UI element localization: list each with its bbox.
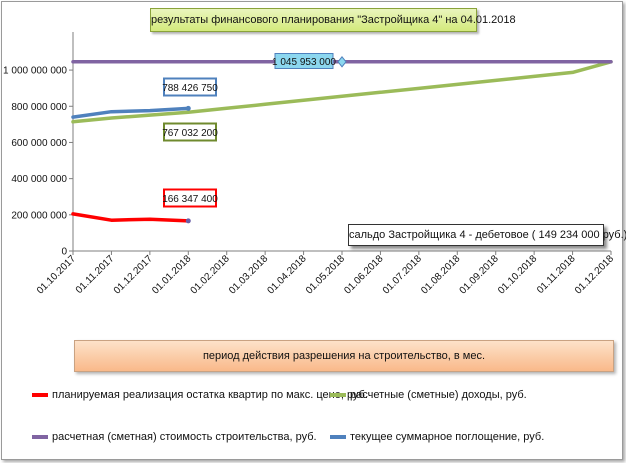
marker-sales-last	[185, 218, 191, 224]
legend-label-sales: планируемая реализация остатка квартир п…	[52, 389, 368, 401]
chart-title: результаты финансового планирования "Зас…	[150, 8, 516, 32]
legend-label-absorption: текущее суммарное поглощение, руб.	[350, 431, 545, 443]
data-label-box-sales_label	[163, 188, 217, 208]
x-tick-label: 01.11.2017	[74, 253, 117, 296]
series-line-sales	[71, 212, 191, 223]
data-label-cost_label: 1 045 953 000	[272, 57, 336, 68]
legend-label-cost: расчетная (сметная) стоимость строительс…	[52, 431, 317, 443]
period-label: период действия разрешения на строительс…	[74, 340, 614, 372]
x-tick-label: 01.12.2018	[573, 253, 616, 296]
x-tick-label: 01.11.2018	[535, 253, 578, 296]
y-tick-label: 600 000 000	[11, 138, 67, 149]
x-tick-label: 01.06.2018	[342, 253, 385, 296]
legend-swatch-cost	[32, 435, 48, 439]
y-tick-label: 0	[61, 247, 67, 258]
plot-area: 0 200 000 000 400 000 000 600 000 000 800 00…	[3, 32, 616, 297]
data-label-box-income_label	[163, 122, 217, 142]
series-line-absorption	[71, 106, 191, 119]
x-tick-label: 01.10.2017	[35, 253, 78, 296]
x-tick-label: 01.12.2017	[112, 253, 155, 296]
x-tick-label: 01.09.2018	[458, 253, 501, 296]
x-tick-label: 01.10.2018	[496, 253, 539, 296]
x-tick-label: 01.05.2018	[304, 253, 347, 296]
balance-note: сальдо Застройщика 4 - дебетовое ( 149 2…	[348, 224, 626, 246]
x-tick-label: 01.08.2018	[419, 253, 462, 296]
y-tick-label: 200 000 000	[11, 210, 67, 221]
y-tick-label: 1 000 000 000	[3, 66, 67, 77]
x-tick-label: 01.07.2018	[381, 253, 424, 296]
legend-label-income: расчетные (сметные) доходы, руб.	[350, 389, 527, 401]
x-tick-label: 01.02.2018	[189, 253, 232, 296]
x-tick-label: 01.03.2018	[227, 253, 270, 296]
y-tick-label: 400 000 000	[11, 174, 67, 185]
marker-cost-diamond	[337, 55, 347, 68]
data-label-box-cost_label	[274, 53, 334, 69]
x-tick-label: 01.01.2018	[150, 253, 193, 296]
marker-absorption-last	[185, 105, 191, 111]
x-tick-label: 01.04.2018	[266, 253, 309, 296]
data-label-income_label: 767 032 200	[162, 128, 218, 139]
legend-swatch-income	[330, 393, 346, 397]
data-label-absorption_label: 788 426 750	[162, 83, 218, 94]
legend-swatch-absorption	[330, 435, 346, 439]
series-line-income	[71, 60, 613, 124]
legend-swatch-sales	[32, 393, 48, 397]
data-label-sales_label: 166 347 400	[162, 194, 218, 205]
data-label-box-absorption_label	[163, 77, 217, 97]
y-tick-label: 800 000 000	[11, 102, 67, 113]
